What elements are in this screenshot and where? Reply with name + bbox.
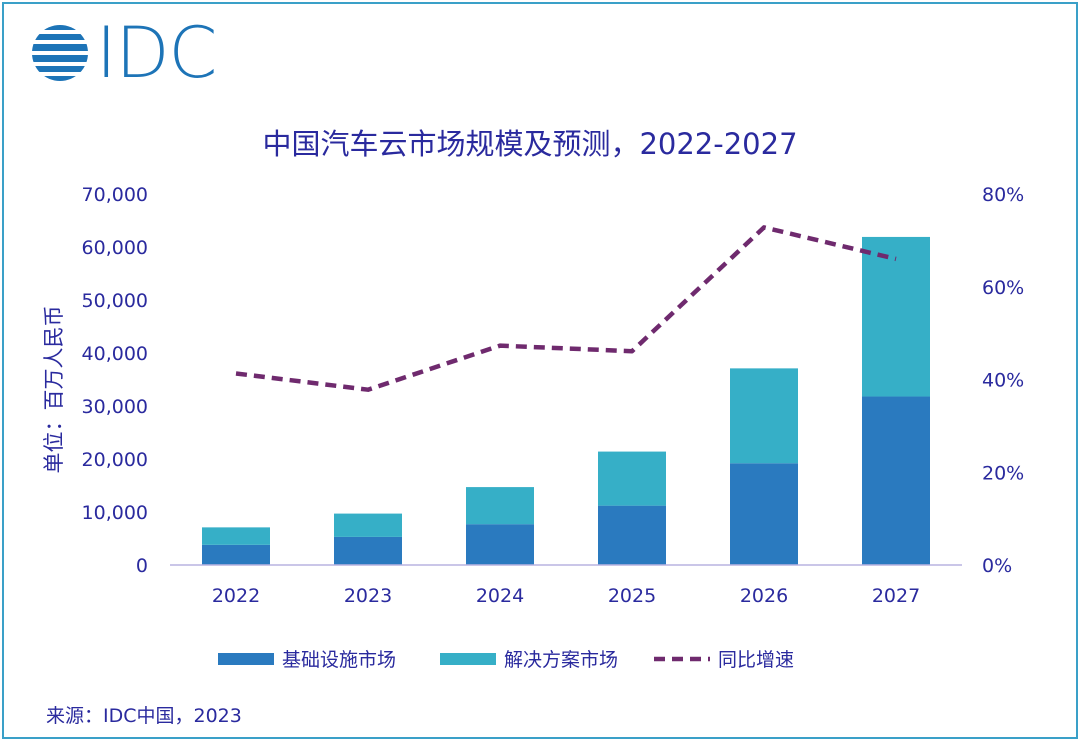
- y-tick-label: 60,000: [82, 237, 148, 259]
- y-axis-label: 单位：百万人民币: [42, 306, 66, 474]
- bar-2026-solution: [730, 368, 798, 464]
- bar-2022-infrastructure: [202, 544, 270, 565]
- x-tick-label: 2026: [740, 585, 788, 607]
- bar-2027-infrastructure: [862, 396, 930, 565]
- x-tick-label: 2025: [608, 585, 656, 607]
- legend-solution-label: 解决方案市场: [504, 649, 618, 671]
- source-note: 来源：IDC中国，2023: [46, 705, 242, 727]
- y-tick-label: 40,000: [82, 343, 148, 365]
- legend-solution-swatch: [440, 653, 496, 665]
- x-tick-label: 2023: [344, 585, 392, 607]
- bar-2025-infrastructure: [598, 505, 666, 565]
- y2-tick-label: 40%: [982, 370, 1024, 392]
- bar-2023-infrastructure: [334, 536, 402, 565]
- chart-title: 中国汽车云市场规模及预测，2022-2027: [262, 127, 797, 161]
- x-tick-label: 2027: [872, 585, 920, 607]
- y-tick-label: 70,000: [82, 184, 148, 206]
- bar-2026-infrastructure: [730, 463, 798, 565]
- legend-infrastructure-swatch: [218, 653, 274, 665]
- y2-tick-label: 80%: [982, 184, 1024, 206]
- bar-2023-solution: [334, 513, 402, 537]
- y-tick-label: 20,000: [82, 449, 148, 471]
- legend-growth-label: 同比增速: [718, 649, 794, 671]
- idc-globe-icon: [32, 25, 88, 81]
- y-tick-label: 30,000: [82, 396, 148, 418]
- y-tick-label: 10,000: [82, 502, 148, 524]
- idc-logo-text: IDC: [96, 12, 217, 94]
- x-tick-label: 2022: [212, 585, 260, 607]
- y2-tick-label: 60%: [982, 277, 1024, 299]
- y2-tick-label: 20%: [982, 462, 1024, 484]
- bar-2022-solution: [202, 527, 270, 545]
- chart: 中国汽车云市场规模及预测，2022-2027 0 10,000 20,000 30,00…: [42, 127, 1024, 671]
- x-tick-label: 2024: [476, 585, 524, 607]
- bar-2027-solution: [862, 236, 930, 397]
- bar-2024-solution: [466, 487, 534, 525]
- bar-2025-solution: [598, 451, 666, 506]
- y-tick-label: 0: [136, 555, 148, 577]
- idc-logo: IDC: [30, 12, 217, 94]
- bar-2024-infrastructure: [466, 524, 534, 565]
- legend-infrastructure-label: 基础设施市场: [282, 649, 396, 671]
- growth-rate-line: [235, 225, 897, 392]
- y2-tick-label: 0%: [982, 555, 1012, 577]
- y-tick-label: 50,000: [82, 290, 148, 312]
